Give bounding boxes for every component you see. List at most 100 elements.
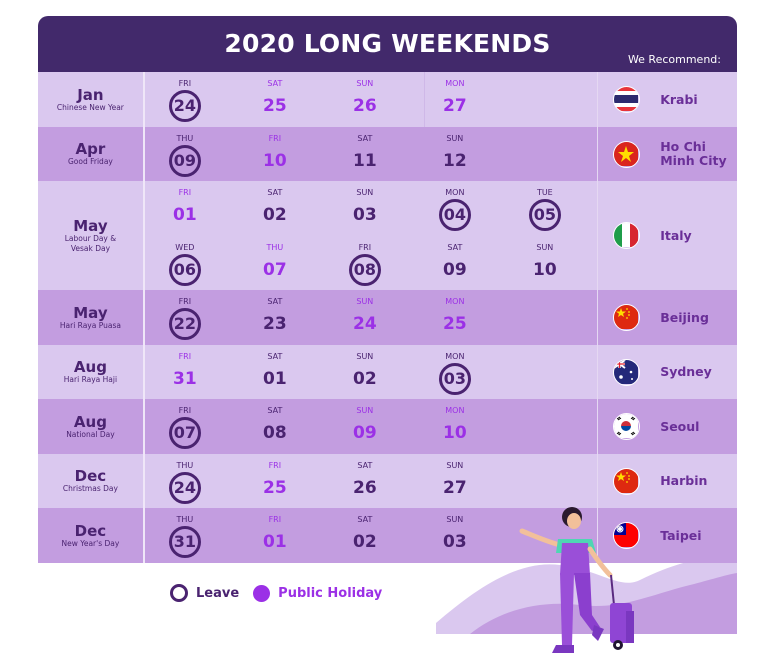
public-holiday-day: MON 27 [425,78,485,122]
month-cell: Aug National Day [38,399,145,454]
day-date: 08 [348,254,381,286]
month-label: Aug [73,412,107,431]
day-date: 06 [168,254,201,286]
day-of-week: SUN [446,461,464,470]
month-cell: May Hari Raya Puasa [38,290,145,345]
day-date: 26 [353,96,377,116]
weekend-day: SAT 23 [245,296,305,340]
public-holiday-day: FRI 31 [155,351,215,395]
legend-leave-label: Leave [196,585,240,601]
recommend-cell: Sydney [597,345,737,399]
italy-flag-icon [613,222,641,249]
table-row: Apr Good Friday THU 09 FRI 10 SAT 11 SUN 12 … [38,127,737,181]
weekend-day: SUN 10 [515,242,575,286]
public-holiday-day: FRI 01 [155,187,215,231]
recommend-cell: Taipei [597,508,737,563]
day-date: 09 [353,423,377,443]
vietnam-flag-icon [613,140,641,168]
australia-flag-icon [613,358,641,386]
day-of-week: SUN [356,297,374,306]
leave-day: FRI 24 [155,78,215,122]
day-of-week: SAT [267,406,283,415]
day-date: 24 [353,314,377,334]
days-cell: FRI 22 SAT 23 SUN 24 MON 25 [145,290,597,345]
day-date: 04 [438,199,471,231]
weekend-day: SAT 09 [425,242,485,286]
weekend-day: SUN 27 [425,460,485,504]
day-of-week: SAT [267,297,283,306]
day-of-week: SAT [357,134,373,143]
day-of-week: FRI [178,79,192,88]
day-of-week: FRI [178,297,192,306]
divider [423,72,425,127]
day-of-week: SAT [357,461,373,470]
recommend-cell: Seoul [597,399,737,454]
day-date: 08 [263,423,287,443]
month-label: Dec [74,467,107,485]
month-label: Apr [75,140,106,158]
days-cell: THU 09 FRI 10 SAT 11 SUN 12 [145,127,597,181]
day-date: 25 [263,478,287,498]
day-date: 07 [263,260,287,280]
public-holiday-day: FRI 10 [245,133,305,177]
day-date: 25 [443,314,467,334]
month-cell: Jan Chinese New Year [38,72,145,127]
leave-day: MON 04 [425,187,485,231]
day-of-week: MON [445,297,465,306]
leave-day: MON 03 [425,351,485,395]
day-date: 10 [533,260,557,280]
day-of-week: FRI [268,461,282,470]
rows-container: Jan Chinese New Year FRI 24 SAT 25 SUN 26 MO… [38,72,737,563]
day-of-week: FRI [178,406,192,415]
month-label: Aug [73,358,107,376]
month-cell: Apr Good Friday [38,127,145,181]
page-title: 2020 LONG WEEKENDS [224,29,551,58]
recommend-label: We Recommend: [627,53,721,66]
south-korea-flag-icon [613,413,641,440]
day-of-week: THU [176,515,194,524]
weekend-day: SAT 11 [335,133,395,177]
recommended-city: Krabi [660,91,698,107]
recommend-cell: Beijing [597,290,737,345]
day-date: 31 [168,526,201,558]
china-flag-icon [613,467,641,495]
table-row: Dec New Year's Day THU 31 FRI 01 SAT 02 SUN … [38,508,737,563]
day-date: 25 [263,96,287,116]
table-row: May Hari Raya Puasa FRI 22 SAT 23 SUN 24 MON… [38,290,737,345]
days-cell: FRI 31 SAT 01 SUN 02 MON 03 [145,345,597,399]
days-cell: THU 24 FRI 25 SAT 26 SUN 27 [145,454,597,508]
day-of-week: SAT [357,515,373,524]
holiday-name: Christmas Day [62,484,118,493]
public-holiday-day: SUN 24 [335,296,395,340]
recommended-city: Beijing [660,309,709,325]
holiday-name: Labour Day & Vesak Day [64,233,117,253]
day-of-week: MON [445,188,465,197]
public-holiday-day: SUN 26 [335,78,395,122]
day-date: 07 [168,417,201,449]
recommended-city: Seoul [660,418,700,434]
public-holiday-day: SUN 09 [335,405,395,449]
day-date: 09 [443,260,467,280]
china-flag-icon [613,304,641,331]
traveler-illustration [519,507,634,653]
day-of-week: FRI [268,134,282,143]
holiday-name: New Year's Day [61,538,120,548]
day-date: 02 [353,532,377,552]
table-row: Jan Chinese New Year FRI 24 SAT 25 SUN 26 MO… [38,72,737,127]
weekend-day: SAT 01 [245,351,305,395]
holiday-name: Good Friday [67,157,113,166]
day-of-week: MON [445,79,465,88]
day-of-week: WED [175,243,195,252]
month-label: May [73,216,108,235]
month-label: Jan [77,85,104,104]
leave-day: TUE 05 [515,187,575,231]
table-row: Dec Christmas Day THU 24 FRI 25 SAT 26 SUN 2… [38,454,737,508]
leave-day: FRI 08 [335,242,395,286]
recommended-city: Taipei [660,527,702,543]
holiday-name: Hari Raya Haji [63,375,118,384]
day-date: 31 [173,369,197,389]
day-of-week: SAT [267,79,283,88]
day-of-week: THU [176,461,194,470]
weekend-day: SUN 12 [425,133,485,177]
day-date: 26 [353,478,377,498]
